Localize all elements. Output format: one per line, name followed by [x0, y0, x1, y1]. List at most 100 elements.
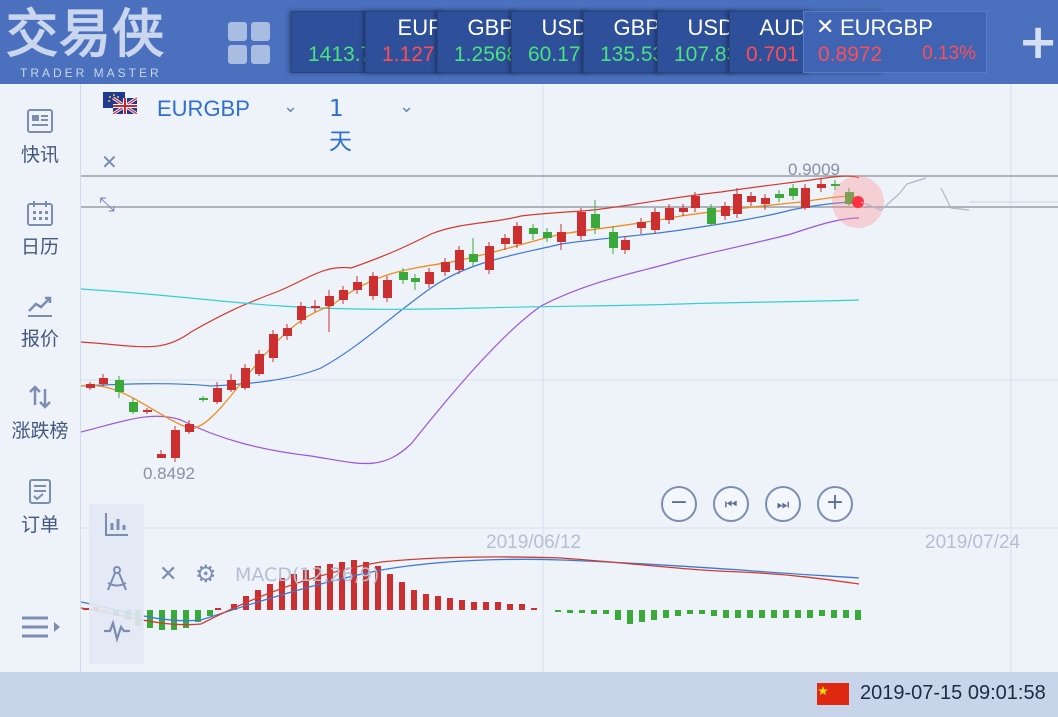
ticker-symbol: USD — [687, 15, 734, 40]
skip-end-button[interactable]: ⏭ — [765, 486, 801, 522]
macd-histogram-bar — [615, 610, 621, 620]
macd-signal-line — [81, 556, 860, 626]
candle-body — [171, 430, 180, 458]
sidebar-menu-toggle[interactable] — [0, 612, 80, 642]
candle-body — [255, 354, 264, 374]
candle-body — [831, 184, 840, 186]
candle-body — [199, 398, 208, 400]
candle-body — [185, 424, 194, 432]
candle-body — [845, 192, 854, 204]
candlestick-chart[interactable] — [81, 84, 1058, 672]
candle-body — [557, 232, 566, 242]
skip-start-button[interactable]: ⏮ — [713, 486, 749, 522]
candle-body — [213, 388, 222, 402]
close-indicator-icon[interactable]: ✕ — [159, 562, 178, 587]
gear-icon[interactable]: ⚙ — [195, 560, 217, 588]
ticker-strip: XAU 1413.7 EUR 1.127 GBP 1.2568 USD 60.1… — [291, 11, 991, 73]
sidebar-item-orders[interactable]: 订单 — [0, 476, 80, 537]
zoom-in-button[interactable]: + — [817, 486, 853, 522]
macd-histogram-bar — [231, 604, 237, 610]
candle-body — [353, 282, 362, 290]
candle-body — [99, 378, 108, 384]
candle-body — [789, 188, 798, 196]
ticker-symbol: EURGBP — [840, 15, 933, 40]
macd-histogram-bar — [687, 610, 693, 614]
grid-menu-icon[interactable] — [228, 22, 270, 64]
candle-body — [115, 380, 124, 392]
macd-histogram-bar — [339, 562, 345, 610]
zoom-out-button[interactable]: − — [661, 486, 697, 522]
macd-line — [81, 558, 860, 622]
candle-body — [707, 208, 716, 224]
macd-histogram-bar — [411, 590, 417, 610]
china-flag-icon — [817, 683, 849, 705]
candle-body — [425, 272, 434, 284]
macd-histogram-bar — [675, 610, 681, 616]
macd-histogram-bar — [663, 610, 669, 618]
oscillator-button[interactable] — [99, 618, 135, 654]
ticker-price: 1.2568 — [454, 43, 519, 66]
macd-histogram-bar — [483, 602, 489, 610]
macd-histogram-bar — [423, 594, 429, 610]
timeframe-selector[interactable]: 1天 — [329, 96, 352, 155]
pulse-icon — [104, 619, 130, 643]
candle-body — [591, 214, 600, 228]
candle-body — [485, 246, 494, 270]
candle-body — [441, 262, 450, 272]
ticker-eurgbp-active[interactable]: ✕ EURGBP 0.8972 0.13% — [803, 11, 987, 73]
macd-histogram-bar — [579, 610, 585, 613]
candle-body — [411, 278, 420, 282]
sidebar-item-label: 报价 — [20, 328, 59, 350]
chart-area[interactable]: EURGBP ⌄ 1天 ⌄ ✕ ⤡ 0.9009 0.8492 2019/06/… — [81, 84, 1058, 672]
candle-body — [679, 208, 688, 212]
candle-body — [691, 196, 700, 208]
short-ma-line — [81, 195, 860, 430]
chevron-down-icon[interactable]: ⌄ — [283, 96, 299, 117]
macd-histogram-bar — [291, 574, 297, 610]
ticker-price: 1.127 — [382, 43, 435, 66]
candle-body — [543, 232, 552, 238]
indicator-chart-button[interactable] — [99, 510, 135, 546]
drawing-tool-button[interactable] — [99, 564, 135, 600]
macd-histogram-bar — [831, 610, 837, 618]
status-datetime: 2019-07-15 09:01:58 — [860, 682, 1046, 704]
collapse-arrows-icon[interactable]: ⤡ — [99, 192, 115, 216]
chevron-down-icon[interactable]: ⌄ — [399, 96, 415, 117]
ticker-change: 0.13% — [922, 43, 976, 64]
macd-histogram-bar — [375, 566, 381, 610]
candle-body — [325, 296, 334, 306]
logo-text: 交易侠 — [6, 5, 166, 65]
macd-histogram-bar — [651, 610, 657, 620]
menu-expand-icon — [22, 616, 60, 638]
candle-body — [283, 328, 292, 336]
add-ticker-button[interactable]: + — [1018, 14, 1058, 70]
ticker-symbol: GBP — [613, 15, 660, 40]
candle-body — [501, 238, 510, 244]
candle-body — [801, 188, 810, 208]
sidebar-item-quote[interactable]: 报价 — [0, 290, 80, 351]
candle-body — [369, 276, 378, 296]
low-price-label: 0.8492 — [143, 464, 195, 483]
sidebar-item-label: 涨跌榜 — [11, 420, 69, 442]
sidebar-item-news[interactable]: 快讯 — [0, 106, 80, 167]
close-icon[interactable]: ✕ — [816, 15, 835, 40]
app-logo: 交易侠 TRADER MASTER — [6, 4, 196, 80]
ticker-price: 1413.7 — [308, 43, 373, 66]
sidebar-item-calendar[interactable]: 日历 — [0, 198, 80, 259]
close-drawing-icon[interactable]: ✕ — [101, 150, 118, 174]
candle-body — [86, 384, 95, 388]
ticker-symbol: EUR — [397, 15, 444, 40]
macd-histogram-bar — [747, 610, 753, 618]
pair-selector[interactable]: EURGBP — [157, 96, 250, 121]
macd-histogram-bar — [807, 610, 813, 618]
candle-body — [621, 240, 630, 250]
macd-histogram-bar — [387, 574, 393, 610]
sidebar-item-ranking[interactable]: 涨跌榜 — [0, 382, 80, 443]
candle-body — [761, 198, 770, 204]
macd-histogram-bar — [195, 610, 201, 622]
macd-histogram-bar — [399, 582, 405, 610]
skip-end-icon: ⏭ — [776, 497, 790, 513]
macd-histogram-bar — [795, 610, 801, 618]
macd-histogram-bar — [207, 610, 213, 616]
order-icon — [29, 479, 51, 504]
